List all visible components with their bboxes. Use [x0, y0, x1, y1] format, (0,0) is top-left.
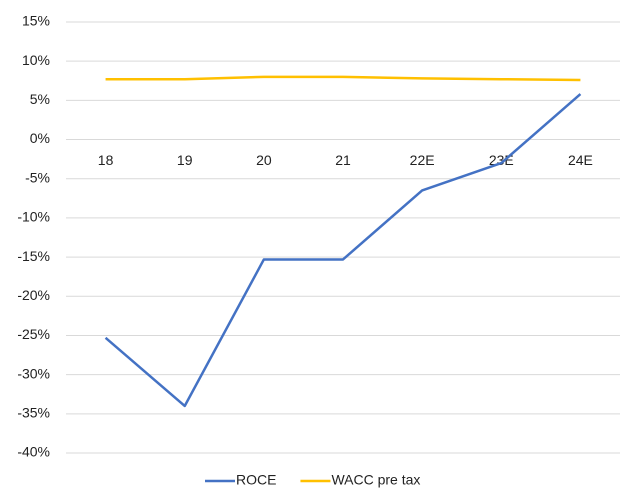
series-line: [104, 93, 582, 408]
x-tick-label: 24E: [568, 152, 593, 168]
y-tick-label: 5%: [30, 91, 50, 107]
y-tick-label: -40%: [17, 444, 50, 460]
y-tick-label: -15%: [17, 248, 50, 264]
y-tick-label: -30%: [17, 365, 50, 381]
x-tick-label: 19: [177, 152, 193, 168]
y-tick-label: -20%: [17, 287, 50, 303]
y-tick-label: 0%: [30, 130, 50, 146]
x-tick-label: 18: [98, 152, 114, 168]
y-tick-label: 15%: [22, 13, 50, 29]
series-line: [105, 75, 581, 82]
y-tick-label: -5%: [25, 169, 50, 185]
legend-label: ROCE: [236, 472, 276, 488]
x-tick-label: 20: [256, 152, 272, 168]
legend-label: WACC pre tax: [331, 472, 420, 488]
x-tick-label: 22E: [410, 152, 435, 168]
x-tick-label: 21: [335, 152, 351, 168]
y-tick-label: -25%: [17, 326, 50, 342]
y-tick-label: -35%: [17, 405, 50, 421]
y-tick-label: -10%: [17, 209, 50, 225]
y-tick-label: 10%: [22, 52, 50, 68]
